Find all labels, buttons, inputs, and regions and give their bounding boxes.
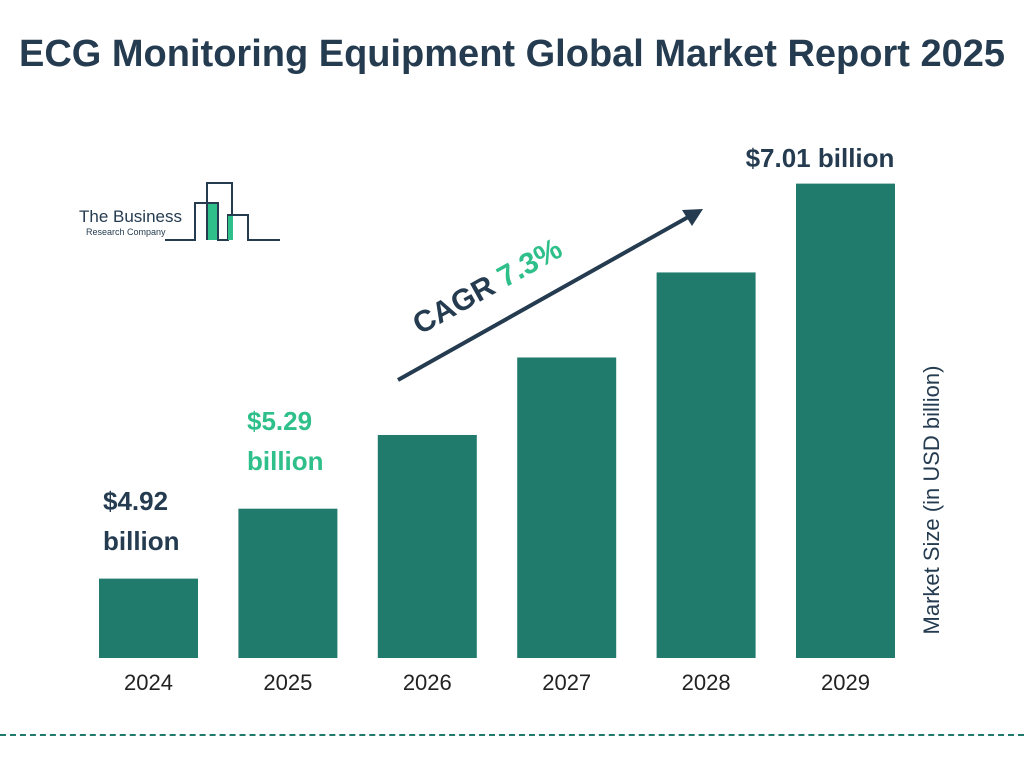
bar-2029 (796, 183, 895, 659)
logo-bar-1 (208, 204, 217, 240)
page-title: ECG Monitoring Equipment Global Market R… (19, 33, 1005, 75)
data-label-2024-text: $4.92 billion (103, 486, 180, 556)
arrow-head-icon (682, 209, 703, 226)
logo-bar-2 (228, 216, 233, 240)
cagr-prefix: CAGR (407, 265, 508, 341)
bar-2028 (656, 272, 756, 658)
arrow-line (397, 214, 691, 382)
y-axis-label: Market Size (in USD billion) (919, 365, 944, 635)
bar-2025 (238, 508, 338, 658)
data-label-2025-text: $5.29 billion (247, 406, 324, 476)
bar-2027 (517, 357, 617, 658)
logo-outline (165, 202, 280, 241)
cagr-label: CAGR 7.3% (407, 232, 567, 341)
cagr-value: 7.3% (492, 232, 568, 294)
data-label-2025: $5.29 billion (247, 401, 347, 481)
x-tick-2024: 2024 (124, 670, 173, 695)
bar-2024 (99, 578, 198, 658)
logo-tower (206, 182, 233, 240)
data-label-2024: $4.92 billion (103, 481, 203, 561)
cagr-arrow (397, 209, 703, 382)
x-tick-2025: 2025 (263, 670, 312, 695)
logo-line1: The Business (79, 207, 182, 226)
x-tick-2027: 2027 (542, 670, 591, 695)
footer-divider (0, 734, 1024, 736)
bar-2026 (377, 434, 477, 658)
data-label-2029-text: $7.01 billion (745, 143, 895, 173)
logo-line2: Research Company (86, 227, 166, 237)
x-tick-2028: 2028 (682, 670, 731, 695)
x-tick-2029: 2029 (821, 670, 870, 695)
x-tick-2026: 2026 (403, 670, 452, 695)
data-label-2029: $7.01 billion (700, 138, 940, 178)
logo: The Business Research Company (79, 182, 280, 241)
